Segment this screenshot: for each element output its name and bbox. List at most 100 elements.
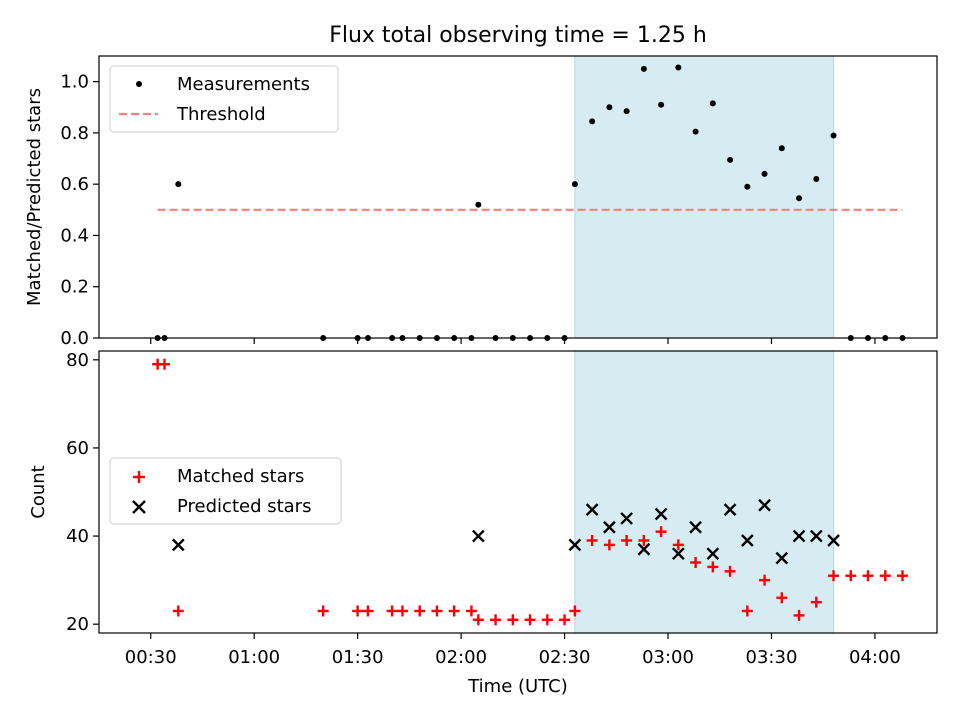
matched-star-point	[448, 605, 460, 617]
matched-star-point	[672, 539, 684, 551]
legend-predicted-marker	[132, 500, 146, 514]
matched-star-point	[724, 565, 736, 577]
x-tick-label: 01:30	[332, 647, 384, 668]
y-tick-label: 0.6	[60, 174, 89, 195]
legend-matched-label: Matched stars	[177, 466, 304, 487]
matched-star-point	[845, 570, 857, 582]
matched-star-point	[638, 534, 650, 546]
predicted-star-point	[471, 529, 485, 543]
observing-window-shade	[574, 55, 835, 339]
measurement-point	[744, 183, 751, 190]
predicted-star-point	[568, 538, 582, 552]
legend-measurements-marker	[136, 81, 142, 87]
measurement-point	[175, 181, 182, 188]
matched-star-point	[559, 614, 571, 626]
y-tick-label: 40	[66, 526, 89, 547]
matched-star-point	[396, 605, 408, 617]
y-tick-label: 0.8	[60, 123, 89, 144]
matched-star-point	[879, 570, 891, 582]
matched-star-point	[621, 534, 633, 546]
top-y-axis-label: Matched/Predicted stars	[24, 88, 45, 306]
measurement-point	[761, 170, 768, 177]
matched-star-point	[707, 561, 719, 573]
chart-title: Flux total observing time = 1.25 h	[329, 23, 707, 48]
measurement-point	[475, 201, 482, 208]
measurement-point	[813, 176, 820, 183]
predicted-star-point	[654, 507, 668, 521]
legend-predicted-label: Predicted stars	[177, 496, 311, 517]
x-tick-label: 02:30	[539, 647, 591, 668]
matched-star-point	[472, 614, 484, 626]
legend-matched-marker	[133, 471, 145, 483]
matched-star-point	[862, 570, 874, 582]
x-tick-label: 04:00	[849, 647, 901, 668]
matched-star-point	[465, 605, 477, 617]
y-tick-label: 0.0	[60, 328, 89, 349]
measurement-point	[830, 132, 837, 139]
measurement-point	[623, 108, 630, 115]
x-tick-label: 00:30	[125, 647, 177, 668]
matched-star-point	[759, 574, 771, 586]
matched-star-point	[352, 605, 364, 617]
predicted-star-point	[706, 547, 720, 561]
bottom-plot-frame	[98, 350, 938, 634]
x-tick-label: 02:00	[435, 647, 487, 668]
matched-star-point	[793, 609, 805, 621]
matched-star-point	[524, 614, 536, 626]
matched-star-point	[159, 358, 171, 370]
predicted-star-point	[637, 542, 651, 556]
matched-star-point	[386, 605, 398, 617]
x-tick-label: 03:30	[746, 647, 798, 668]
legend-measurements-label: Measurements	[177, 74, 310, 95]
predicted-star-point	[827, 534, 840, 547]
predicted-star-point	[792, 529, 806, 543]
top-legend: Measurements Threshold	[109, 65, 339, 133]
measurement-point	[571, 181, 578, 188]
predicted-star-point	[775, 551, 789, 565]
matched-star-point	[362, 605, 374, 617]
matched-star-point	[741, 605, 753, 617]
top-plot-frame	[98, 55, 938, 339]
predicted-star-point	[740, 534, 754, 547]
measurement-point	[778, 145, 785, 152]
predicted-star-point	[603, 520, 616, 534]
bottom-y-axis-label: Count	[28, 465, 49, 518]
matched-star-point	[172, 605, 184, 617]
predicted-star-point	[171, 538, 185, 552]
matched-star-point	[569, 605, 581, 617]
matched-star-point	[317, 605, 329, 617]
measurement-point	[675, 64, 682, 71]
measurement-point	[640, 65, 647, 72]
matched-star-point	[690, 557, 702, 568]
y-tick-label: 0.2	[60, 277, 89, 298]
matched-star-point	[431, 605, 443, 617]
predicted-star-point	[758, 498, 771, 512]
matched-star-point	[541, 614, 553, 626]
predicted-star-point	[620, 512, 633, 525]
bottom-legend: Matched stars Predicted stars	[109, 457, 342, 525]
x-axis-label: Time (UTC)	[467, 676, 568, 697]
y-tick-label: 60	[66, 438, 89, 459]
x-tick-label: 01:00	[228, 647, 280, 668]
matched-star-point	[828, 570, 840, 582]
matched-star-point	[586, 534, 598, 546]
predicted-star-point	[672, 547, 685, 561]
bottom-plot-panel: 20 40 60 80 00:30 01:00 01:30 02:00 02:30 03:00 0…	[28, 350, 938, 697]
measurement-point	[727, 156, 734, 163]
matched-star-point	[776, 592, 788, 604]
top-plot-panel: 0.0 0.2 0.4 0.6 0.8 1.0 Matched/Predicted sta…	[24, 55, 938, 349]
matched-star-point	[897, 570, 909, 582]
predicted-star-point	[585, 503, 599, 516]
measurement-point	[709, 100, 716, 107]
measurement-point	[796, 195, 803, 202]
predicted-star-point	[689, 520, 702, 534]
matched-star-point	[507, 614, 519, 626]
predicted-star-point	[809, 529, 823, 543]
y-tick-label: 0.4	[60, 225, 89, 246]
measurement-point	[692, 128, 699, 135]
y-tick-label: 1.0	[60, 72, 89, 93]
observing-window-shade	[574, 350, 835, 634]
matched-star-point	[490, 614, 502, 626]
measurement-point	[589, 118, 596, 125]
